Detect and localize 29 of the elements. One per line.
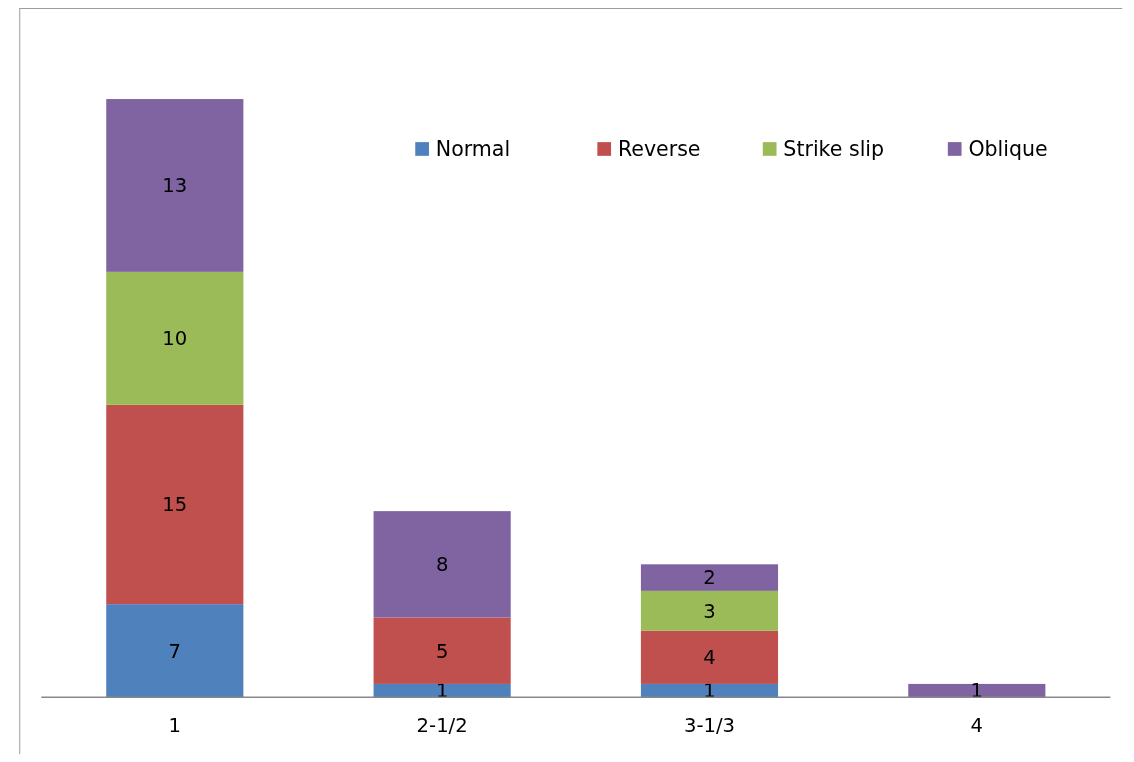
bar [106, 404, 244, 605]
legend-label: Strike slip [783, 137, 885, 162]
bar [106, 99, 244, 272]
data-label: 15 [162, 493, 188, 517]
data-label: 2 [703, 566, 716, 590]
data-label: 1 [435, 679, 449, 703]
data-label: 8 [435, 553, 449, 577]
data-label: 1 [703, 679, 716, 703]
legend-label: Oblique [968, 137, 1048, 162]
legend-label: Reverse [617, 137, 701, 162]
bar [106, 604, 244, 698]
bar [373, 511, 511, 618]
bar [640, 564, 779, 591]
data-label: 4 [703, 646, 716, 670]
legend-label: Normal [435, 137, 511, 162]
data-label: 3 [703, 599, 716, 623]
bar [373, 617, 511, 684]
x-tick-label: 3-1/3 [683, 714, 735, 738]
data-label: 7 [168, 639, 182, 663]
x-tick-label: 1 [168, 714, 182, 738]
bar [640, 590, 779, 631]
data-label: 1 [970, 679, 984, 703]
data-label: 5 [435, 639, 449, 663]
data-label: 13 [162, 174, 188, 198]
bar [106, 271, 244, 405]
x-tick-label: 2-1/2 [416, 714, 468, 738]
x-tick-label: 4 [970, 714, 984, 738]
data-label: 10 [162, 327, 188, 351]
bar [640, 630, 779, 684]
